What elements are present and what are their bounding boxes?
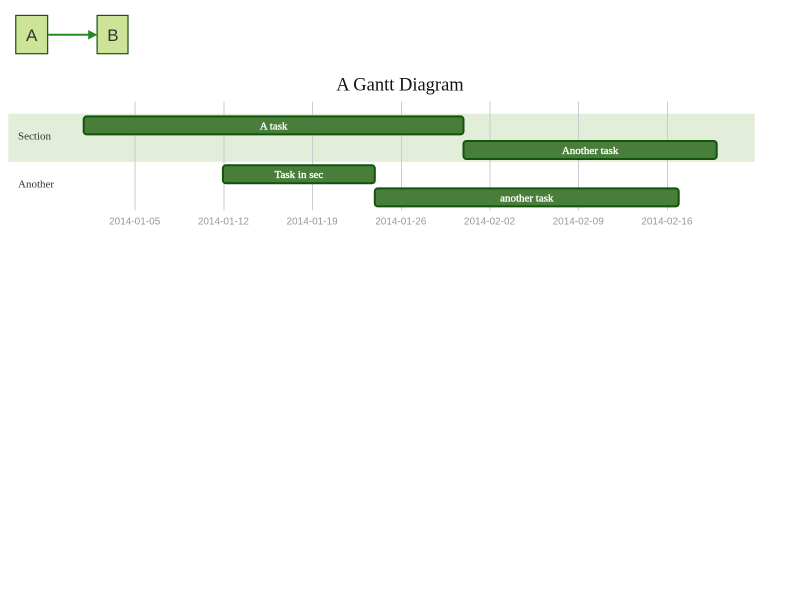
svg-text:A task: A task <box>260 120 288 132</box>
svg-text:Task in sec: Task in sec <box>275 169 324 181</box>
svg-text:Another task: Another task <box>562 145 619 157</box>
svg-text:Section: Section <box>18 131 51 143</box>
svg-text:2014-01-26: 2014-01-26 <box>375 217 427 228</box>
svg-text:A Gantt Diagram: A Gantt Diagram <box>336 76 464 96</box>
svg-text:2014-01-19: 2014-01-19 <box>287 217 339 228</box>
svg-text:A: A <box>26 26 38 45</box>
svg-text:Another: Another <box>18 179 54 191</box>
svg-text:2014-01-05: 2014-01-05 <box>109 217 161 228</box>
svg-text:2014-02-16: 2014-02-16 <box>641 217 693 228</box>
svg-text:2014-02-02: 2014-02-02 <box>464 217 516 228</box>
svg-text:2014-02-09: 2014-02-09 <box>553 217 605 228</box>
svg-text:2014-01-12: 2014-01-12 <box>198 217 250 228</box>
svg-text:another task: another task <box>500 192 554 204</box>
svg-text:B: B <box>107 26 118 45</box>
